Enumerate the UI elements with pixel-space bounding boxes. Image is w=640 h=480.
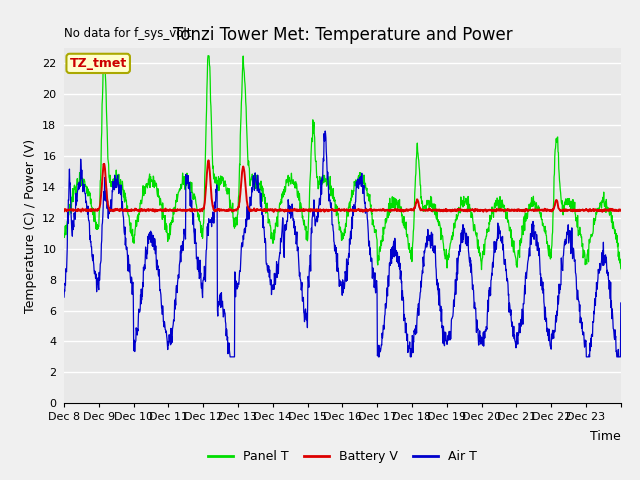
Panel T (556, 181, 564, 187)
Panel T (617, 266, 625, 272)
Air T (474, 335, 482, 340)
Air T (321, 128, 329, 134)
Y-axis label: Temperature (C) / Power (V): Temperature (C) / Power (V) (24, 139, 36, 312)
Panel T (477, 267, 485, 273)
Line: Air T: Air T (64, 131, 621, 357)
Text: No data for f_sys_volt: No data for f_sys_volt (64, 27, 191, 40)
Air T (317, 191, 325, 197)
Air T (556, 284, 564, 290)
Panel T (474, 246, 482, 252)
Title: Tonzi Tower Met: Temperature and Power: Tonzi Tower Met: Temperature and Power (173, 25, 512, 44)
Battery V (556, 207, 564, 213)
Battery V (270, 209, 278, 215)
Battery V (60, 208, 68, 214)
Battery V (474, 208, 482, 214)
Battery V (205, 157, 212, 163)
Air T (60, 294, 68, 300)
Panel T (148, 178, 156, 184)
Battery V (318, 207, 326, 213)
Battery V (611, 207, 618, 213)
Line: Panel T: Panel T (64, 56, 621, 270)
Panel T (328, 192, 336, 198)
Battery V (328, 207, 336, 213)
Legend: Panel T, Battery V, Air T: Panel T, Battery V, Air T (204, 445, 481, 468)
Panel T (100, 53, 108, 59)
Battery V (147, 206, 155, 212)
Panel T (611, 228, 618, 233)
Battery V (617, 207, 625, 213)
Air T (611, 335, 618, 340)
Panel T (60, 231, 68, 237)
Air T (147, 240, 155, 245)
Panel T (317, 182, 325, 188)
Air T (227, 354, 234, 360)
Line: Battery V: Battery V (64, 160, 621, 212)
Text: TZ_tmet: TZ_tmet (70, 57, 127, 70)
X-axis label: Time: Time (590, 430, 621, 443)
Air T (328, 222, 336, 228)
Air T (617, 300, 625, 306)
